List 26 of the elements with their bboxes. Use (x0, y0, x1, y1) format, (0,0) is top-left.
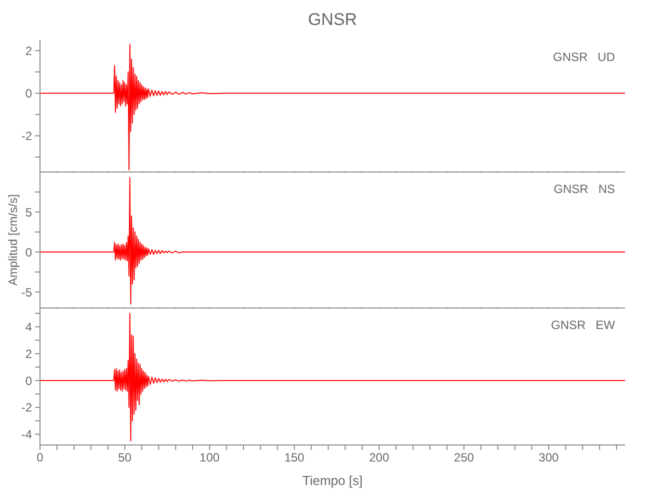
y-tick-label: 5 (25, 205, 32, 220)
x-axis-title: Tiempo [s] (301, 473, 364, 488)
y-tick-label: -2 (21, 400, 32, 415)
y-tick-label: 0 (25, 86, 32, 100)
annotation: GNSR NS (554, 182, 615, 196)
y-tick-label: 2 (25, 44, 32, 58)
x-tick-label: 150 (284, 450, 305, 465)
y-tick-label: 2 (25, 346, 32, 361)
y-tick-label: -5 (21, 285, 32, 300)
annotation: GNSR EW (550, 318, 615, 332)
line-series (40, 312, 625, 442)
y-tick-label: 4 (25, 320, 32, 334)
annotation: GNSR UD (552, 50, 615, 64)
y-tick-label: 0 (25, 245, 32, 260)
x-tick-label: 50 (118, 450, 132, 465)
x-tick-label: 200 (369, 450, 390, 465)
x-tick-label: 300 (538, 450, 560, 465)
y-tick-label: -2 (21, 129, 32, 144)
x-tick-label: 100 (200, 450, 220, 465)
line-series (40, 177, 625, 304)
chart-title: GNSR (306, 10, 358, 30)
y-tick-label: 0 (25, 374, 32, 388)
x-tick-label: 250 (454, 450, 474, 465)
x-tick-label: 0 (36, 450, 44, 465)
y-axis-title: Amplitud [cm/s/s] (6, 194, 20, 286)
y-tick-label: -4 (21, 428, 32, 442)
